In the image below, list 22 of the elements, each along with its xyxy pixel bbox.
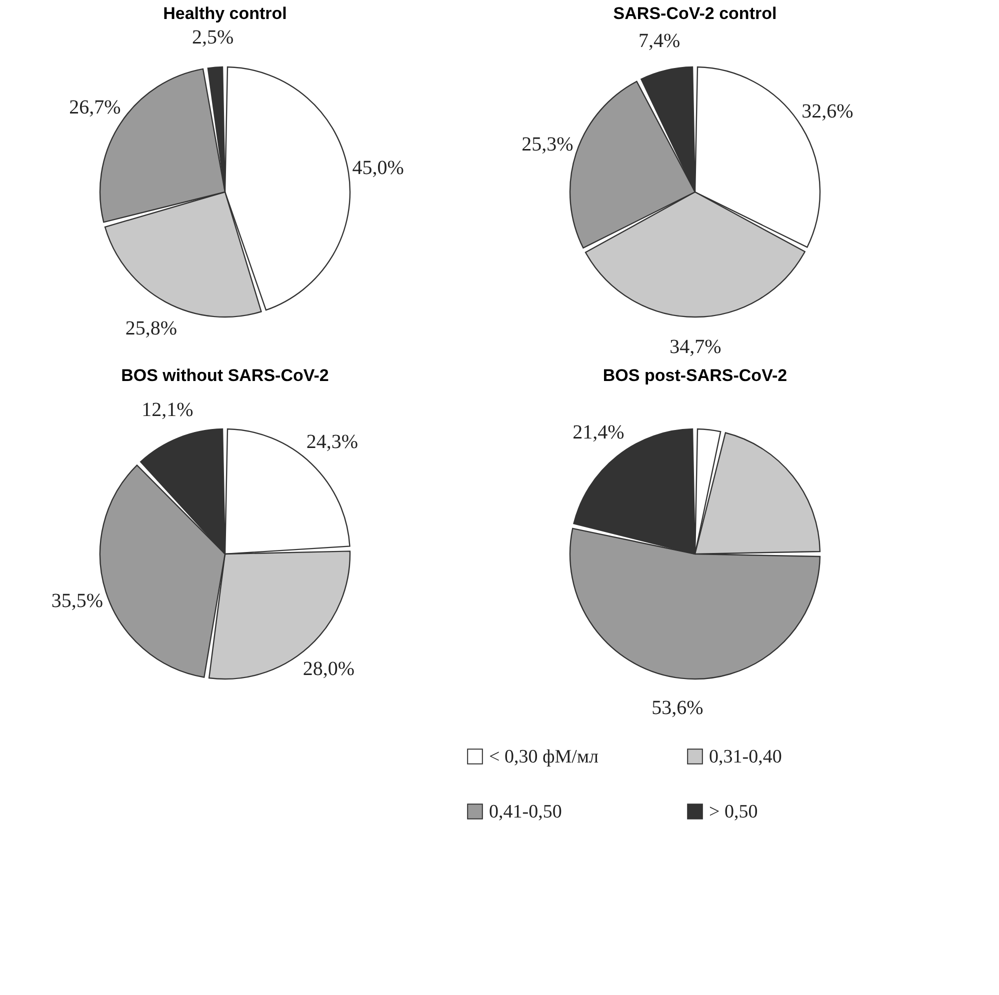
legend-label: 0,41-0,50 [489,802,562,822]
data-label: 45,0% [352,156,404,179]
data-label: 12,1% [142,399,194,422]
data-label: 24,3% [306,431,358,454]
data-label: 53,6% [652,697,704,720]
data-label: 35,5% [51,590,104,612]
data-label: 21,4% [572,422,624,444]
data-label: 34,7% [670,336,722,358]
legend-label: 0,31-0,40 [709,746,782,768]
legend-label: > 0,50 [709,802,758,822]
data-label: 26,7% [69,96,121,119]
data-label: 25,3% [522,134,574,156]
chart-title: SARS-CoV-2 control [613,4,777,23]
chart-title: Healthy control [163,4,287,23]
chart-title: BOS post-SARS-CoV-2 [602,366,788,385]
data-label: 25,8% [125,317,178,340]
legend-label: < 0,30 фМ/мл [489,746,599,768]
chart-title: BOS without SARS-CoV-2 [121,366,329,385]
data-label: 7,4% [638,30,680,52]
data-label: 32,6% [802,100,854,122]
data-label: 28,0% [302,658,355,680]
data-label: 2,5% [192,26,234,48]
